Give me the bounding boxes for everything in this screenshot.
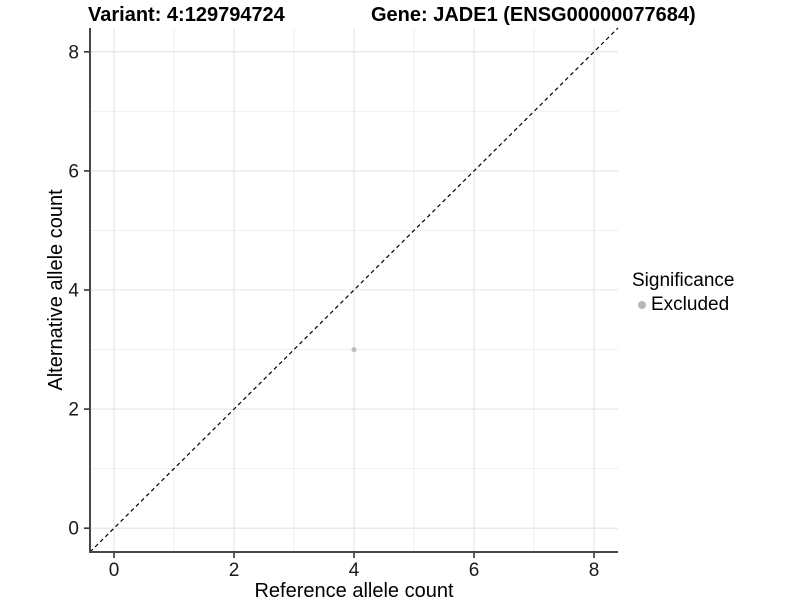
legend-dot-icon bbox=[637, 301, 646, 309]
y-tick-label: 4 bbox=[68, 281, 79, 302]
identity-dashed-line bbox=[89, 27, 619, 553]
x-tick-label: 6 bbox=[469, 560, 480, 581]
y-tick-label: 0 bbox=[68, 519, 79, 540]
gene-title: Gene: JADE1 (ENSG00000077684) bbox=[371, 4, 696, 26]
legend-title: Significance bbox=[632, 270, 735, 291]
legend-key bbox=[632, 296, 651, 315]
legend: Significance Excluded bbox=[632, 270, 734, 316]
y-tick-label: 6 bbox=[68, 161, 79, 182]
x-axis-title: Reference allele count bbox=[254, 580, 453, 600]
x-tick-label: 0 bbox=[109, 560, 120, 581]
y-axis-title: Alternative allele count bbox=[45, 189, 67, 391]
x-tick-label: 4 bbox=[349, 560, 360, 581]
legend-entry-label: Excluded bbox=[651, 294, 730, 315]
y-tick-label: 2 bbox=[68, 400, 79, 421]
legend-entry: Excluded bbox=[632, 294, 734, 316]
x-tick-label: 8 bbox=[589, 560, 600, 581]
x-tick-label: 2 bbox=[229, 560, 240, 581]
y-tick-label: 8 bbox=[68, 42, 79, 63]
variant-title: Variant: 4:129794724 bbox=[88, 4, 285, 26]
data-point bbox=[351, 346, 357, 353]
legend-entries: Excluded bbox=[632, 294, 734, 316]
